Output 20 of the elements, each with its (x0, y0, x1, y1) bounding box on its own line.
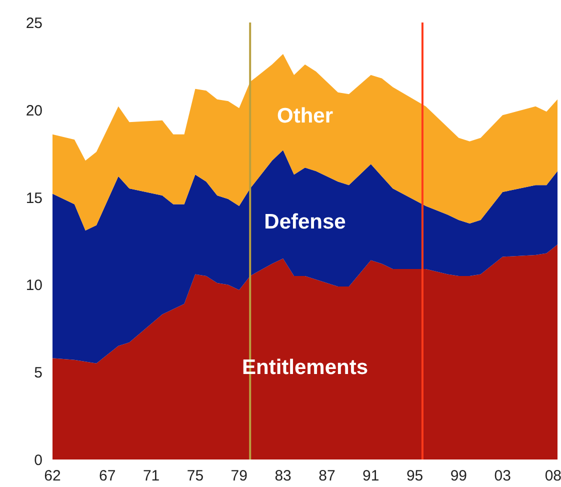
y-tick-label: 25 (26, 15, 43, 32)
y-tick-label: 5 (34, 364, 42, 382)
y-tick-label: 10 (26, 277, 43, 294)
y-tick-label: 20 (26, 102, 43, 120)
series-label: Defense (264, 210, 346, 234)
x-tick-label: 67 (99, 468, 116, 484)
x-tick-label: 75 (186, 468, 204, 484)
x-tick-label: 95 (406, 468, 424, 484)
x-tick-label: 91 (362, 468, 380, 484)
series-label: Other (276, 104, 334, 128)
y-tick-label: 15 (26, 190, 43, 207)
x-tick-label: 08 (544, 468, 561, 484)
x-tick-label: 79 (230, 468, 248, 484)
x-tick-label: 99 (450, 468, 468, 484)
x-tick-label: 03 (494, 468, 511, 484)
x-tick-label: 71 (142, 468, 160, 484)
x-tick-label: 83 (274, 468, 292, 484)
x-tick-label: 62 (44, 468, 61, 484)
y-tick-label: 0 (34, 452, 42, 469)
x-tick-label: 87 (318, 468, 336, 484)
